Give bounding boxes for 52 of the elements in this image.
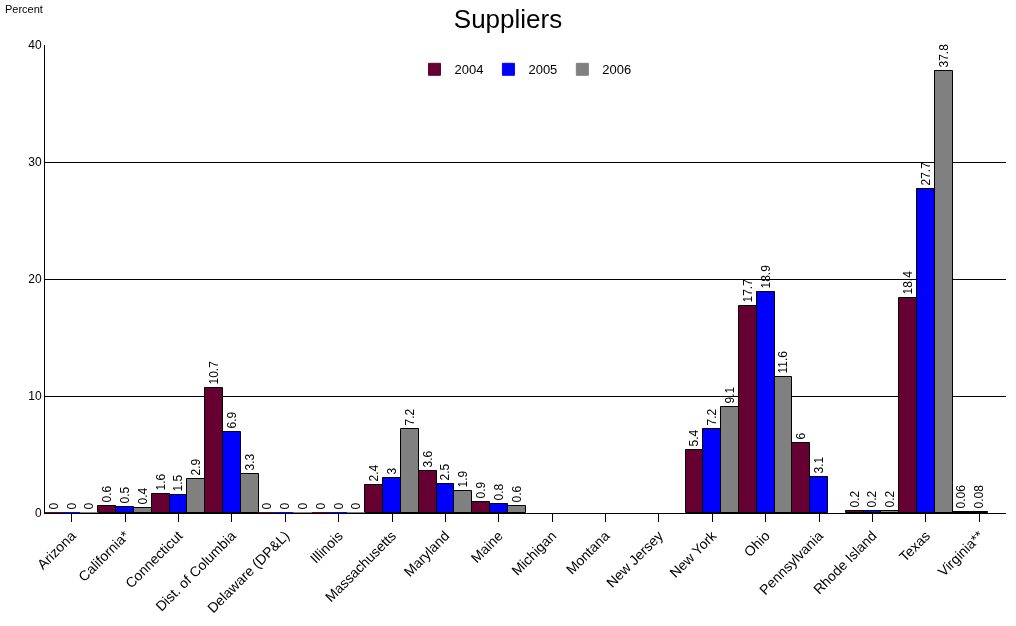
data-label: 0.6 xyxy=(509,485,524,503)
data-label: 0.4 xyxy=(135,487,150,505)
data-label: 17.7 xyxy=(740,278,755,303)
data-label: 2.5 xyxy=(438,463,452,481)
data-label: 0 xyxy=(313,502,328,510)
data-label: 0.5 xyxy=(117,486,132,504)
data-label: 5.4 xyxy=(687,429,701,447)
data-label: 0.6 xyxy=(99,485,114,503)
data-label: 6.9 xyxy=(224,411,239,429)
data-label: 0.08 xyxy=(971,484,986,509)
data-label: 18.4 xyxy=(900,270,915,295)
data-label: 10.7 xyxy=(206,360,221,385)
chart-title: Suppliers xyxy=(453,3,563,34)
data-label: 0 xyxy=(260,502,274,510)
y-tick-label: 0 xyxy=(34,506,42,521)
data-label: 11.6 xyxy=(776,350,790,374)
data-label: 1.6 xyxy=(153,473,168,491)
data-label: 0.8 xyxy=(491,483,506,501)
data-label: 0 xyxy=(349,502,363,510)
data-label: 1.5 xyxy=(171,474,185,492)
legend-label: 2005 xyxy=(528,62,558,78)
data-label: 7.2 xyxy=(402,408,417,426)
data-label: 0 xyxy=(46,502,61,510)
data-label: 37.8 xyxy=(936,43,951,68)
data-label: 6 xyxy=(793,432,808,440)
data-label: 0.2 xyxy=(847,490,862,508)
data-label: 0 xyxy=(64,502,79,510)
y-tick-label: 30 xyxy=(28,155,42,170)
data-label: 0 xyxy=(277,502,292,510)
data-label: 0.06 xyxy=(954,484,968,509)
data-label: 3 xyxy=(384,467,399,475)
data-label: 3.3 xyxy=(242,453,257,471)
data-label: 0.2 xyxy=(882,490,897,508)
data-label: 2.4 xyxy=(366,464,381,482)
data-label: 2.9 xyxy=(188,458,203,476)
data-label: 0 xyxy=(295,502,310,510)
data-label: 1.9 xyxy=(455,470,470,488)
y-axis-title: Percent xyxy=(5,3,43,15)
y-tick-label: 20 xyxy=(28,272,42,287)
data-label: 9.1 xyxy=(722,386,737,404)
data-label: 3.1 xyxy=(811,456,826,474)
y-tick-label: 10 xyxy=(28,389,42,404)
legend-label: 2006 xyxy=(602,62,632,78)
legend-label: 2004 xyxy=(454,62,484,78)
data-label: 0 xyxy=(82,502,96,510)
data-label: 7.2 xyxy=(704,408,719,426)
data-label: 0.9 xyxy=(473,481,488,499)
data-label: 3.6 xyxy=(420,450,435,468)
data-label: 0.2 xyxy=(865,490,879,508)
data-label: 0 xyxy=(331,502,346,510)
data-label: 27.7 xyxy=(918,161,933,186)
y-tick-label: 40 xyxy=(28,38,42,53)
